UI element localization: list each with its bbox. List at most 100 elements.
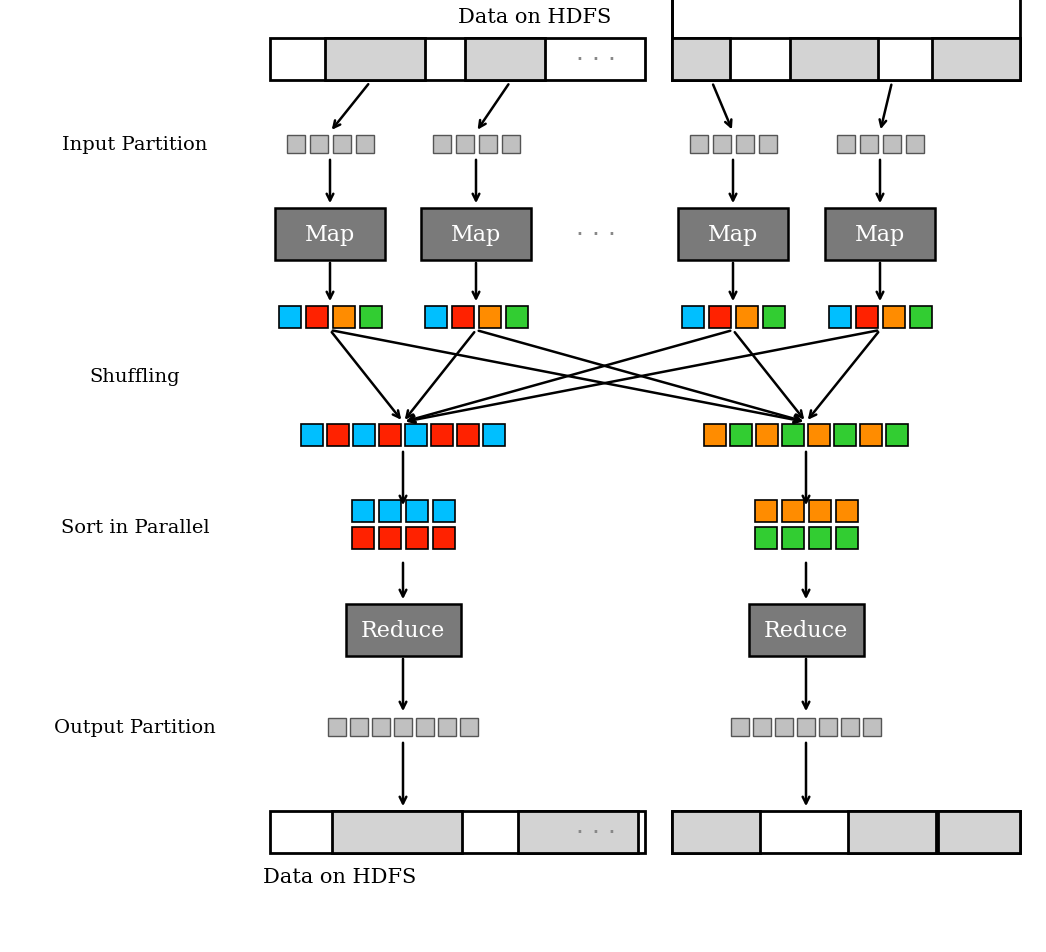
Text: Reduce: Reduce (764, 620, 848, 642)
Bar (763, 307, 784, 328)
Bar (782, 425, 804, 446)
Bar (360, 307, 382, 328)
Bar (825, 208, 935, 261)
Bar (938, 811, 1020, 853)
Bar (906, 136, 924, 154)
Bar (678, 208, 788, 261)
Bar (756, 425, 778, 446)
Bar (438, 718, 456, 736)
Bar (860, 425, 882, 446)
Bar (808, 425, 829, 446)
Bar (836, 527, 858, 549)
Text: Map: Map (304, 224, 356, 246)
Text: Data on HDFS: Data on HDFS (264, 867, 416, 886)
Bar (465, 39, 545, 81)
Bar (753, 718, 771, 736)
Bar (883, 307, 905, 328)
Bar (828, 307, 850, 328)
Bar (420, 208, 531, 261)
Bar (775, 718, 793, 736)
Bar (425, 307, 447, 328)
Bar (327, 425, 349, 446)
Bar (501, 136, 520, 154)
Bar (781, 501, 803, 523)
Bar (483, 425, 505, 446)
Bar (278, 307, 300, 328)
Bar (860, 136, 878, 154)
Bar (730, 425, 752, 446)
Bar (819, 718, 837, 736)
Bar (731, 718, 749, 736)
Bar (332, 811, 462, 853)
Bar (672, 39, 1020, 81)
Bar (457, 425, 479, 446)
Text: · · ·: · · · (576, 820, 616, 844)
Bar (754, 527, 776, 549)
Bar (416, 718, 434, 736)
Bar (790, 39, 878, 81)
Bar (372, 718, 390, 736)
Bar (333, 136, 350, 154)
Bar (432, 136, 451, 154)
Text: Input Partition: Input Partition (63, 136, 208, 154)
Bar (452, 307, 474, 328)
Bar (333, 307, 355, 328)
Bar (712, 136, 730, 154)
Bar (478, 307, 500, 328)
Bar (886, 425, 908, 446)
Text: Sort in Parallel: Sort in Parallel (61, 519, 209, 536)
Bar (735, 136, 753, 154)
Text: Reduce: Reduce (361, 620, 446, 642)
Bar (758, 136, 776, 154)
Bar (708, 307, 730, 328)
Text: Map: Map (451, 224, 501, 246)
Bar (754, 501, 776, 523)
Bar (351, 527, 373, 549)
Bar (301, 425, 323, 446)
Bar (305, 307, 327, 328)
Bar (379, 527, 401, 549)
Bar (351, 501, 373, 523)
Bar (672, 0, 1020, 81)
Text: · · ·: · · · (576, 223, 616, 247)
Text: · · ·: · · · (576, 48, 616, 72)
Bar (394, 718, 412, 736)
Text: Output Partition: Output Partition (54, 718, 215, 736)
Bar (353, 425, 376, 446)
Bar (863, 718, 881, 736)
Bar (346, 605, 461, 656)
Bar (406, 501, 428, 523)
Bar (682, 307, 704, 328)
Bar (275, 208, 385, 261)
Text: Shuffling: Shuffling (90, 367, 180, 386)
Bar (406, 527, 428, 549)
Bar (478, 136, 497, 154)
Bar (841, 718, 859, 736)
Bar (350, 718, 368, 736)
Bar (270, 811, 645, 853)
Bar (834, 425, 856, 446)
Bar (379, 425, 401, 446)
Bar (505, 307, 527, 328)
Bar (749, 605, 864, 656)
Bar (672, 811, 760, 853)
Bar (310, 136, 327, 154)
Bar (836, 501, 858, 523)
Bar (837, 136, 855, 154)
Text: Map: Map (855, 224, 905, 246)
Bar (848, 811, 936, 853)
Bar (379, 501, 401, 523)
Bar (431, 425, 453, 446)
Bar (455, 136, 474, 154)
Bar (781, 527, 803, 549)
Bar (432, 527, 455, 549)
Bar (325, 39, 425, 81)
Bar (672, 811, 1020, 853)
Text: Data on HDFS: Data on HDFS (458, 8, 612, 27)
Bar (932, 39, 1020, 81)
Bar (735, 307, 757, 328)
Bar (518, 811, 638, 853)
Bar (704, 425, 726, 446)
Bar (328, 718, 346, 736)
Bar (432, 501, 455, 523)
